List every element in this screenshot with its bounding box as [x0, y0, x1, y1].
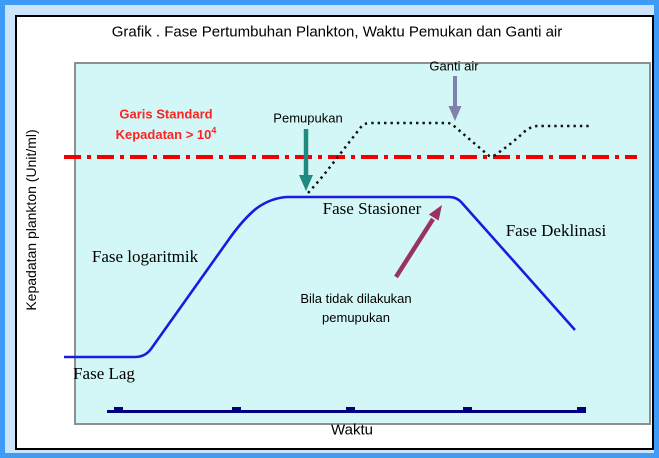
bila-tidak-label-line1: Bila tidak dilakukan [300, 291, 412, 307]
standard-line-label: Garis Standard Kepadatan > 104 [116, 105, 217, 144]
fase-lag-label: Fase Lag [73, 364, 135, 383]
standard-line-label-line2: Kepadatan > 104 [115, 125, 217, 142]
bila-tidak-label: Bila tidak dilakukan pemupukan [300, 290, 411, 328]
pemupukan-label: Pemupukan [273, 110, 343, 126]
standard-line-label-line1: Garis Standard [119, 106, 213, 122]
y-axis-label: Kepadatan plankton (Unit/ml) [23, 129, 39, 311]
standard-exponent: 4 [211, 125, 217, 136]
fase-stasioner-label: Fase Stasioner [322, 199, 422, 218]
ganti-air-label: Ganti air [429, 58, 479, 74]
fase-logaritmik-label: Fase logaritmik [91, 247, 199, 266]
fase-deklinasi-label: Fase Deklinasi [505, 221, 607, 240]
bila-tidak-label-line2: pemupukan [322, 310, 390, 325]
chart-title: Grafik . Fase Pertumbuhan Plankton, Wakt… [111, 23, 563, 41]
x-axis-label: Waktu [331, 421, 373, 439]
